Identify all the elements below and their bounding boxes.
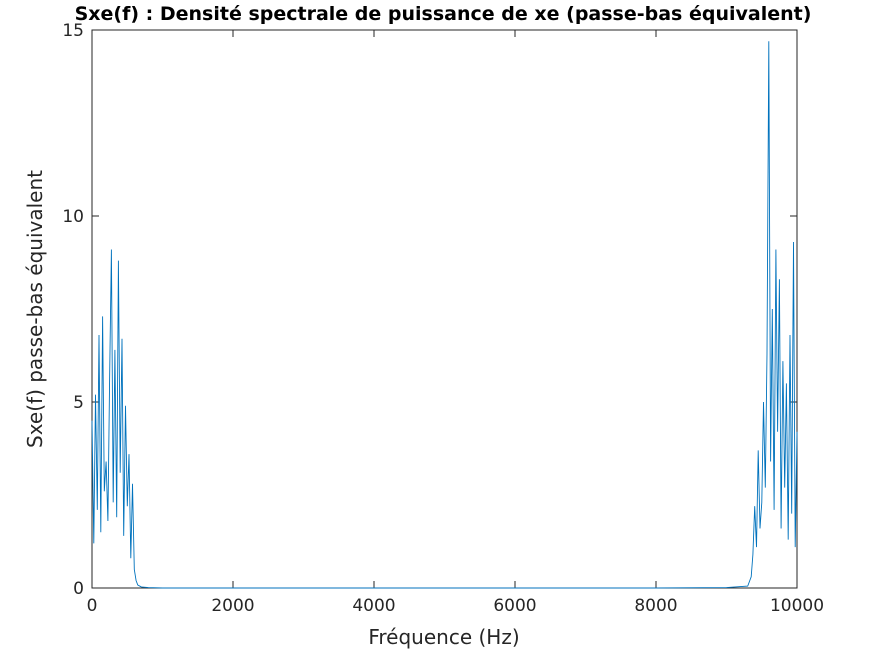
x-tick-label: 8000 [634,596,677,616]
x-axis: 0 2000 4000 6000 8000 10000 [87,30,824,616]
y-axis: 0 5 10 15 [62,21,797,599]
y-tick-label: 10 [62,207,84,227]
chart-title: Sxe(f) : Densité spectrale de puissance … [75,3,812,25]
x-tick-label: 6000 [493,596,536,616]
x-tick-label: 4000 [352,596,395,616]
y-tick-label: 15 [62,21,84,41]
plot-area [91,29,798,589]
y-tick-label: 5 [73,393,84,413]
x-tick-label: 10000 [770,596,824,616]
y-tick-label: 0 [73,579,84,599]
y-axis-label: Sxe(f) passe-bas équivalent [23,170,47,448]
series-line [91,41,798,589]
x-tick-label: 2000 [211,596,254,616]
x-tick-label: 0 [87,596,98,616]
x-axis-label: Fréquence (Hz) [368,625,519,649]
